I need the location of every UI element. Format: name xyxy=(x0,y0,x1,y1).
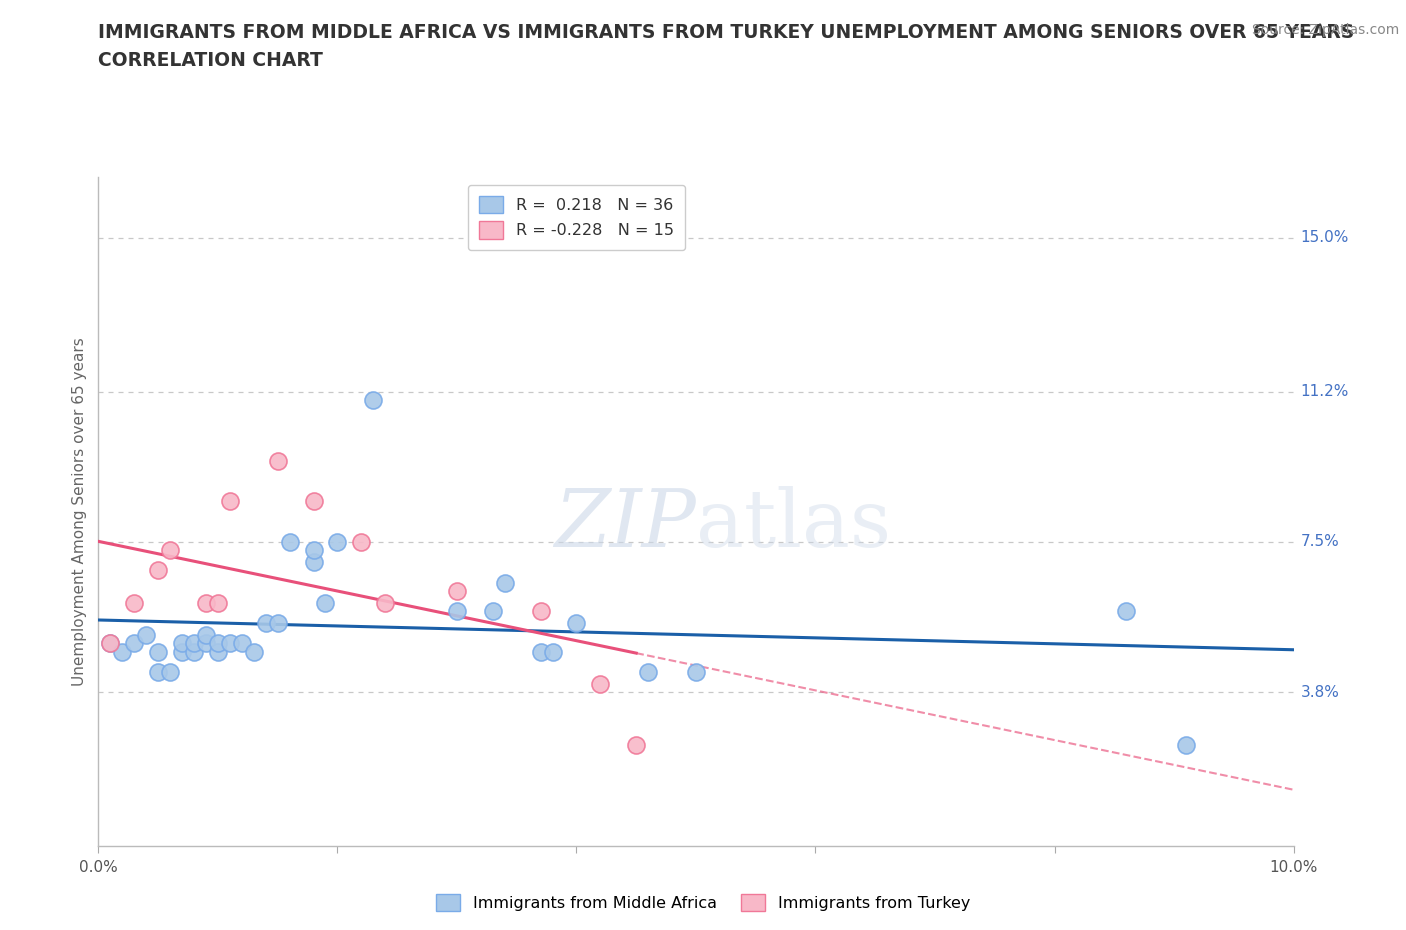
Y-axis label: Unemployment Among Seniors over 65 years: Unemployment Among Seniors over 65 years xyxy=(72,338,87,686)
Point xyxy=(685,664,707,679)
Point xyxy=(494,575,516,590)
Point xyxy=(207,644,229,659)
Point xyxy=(219,494,242,509)
Text: 11.2%: 11.2% xyxy=(1301,384,1348,399)
Point xyxy=(135,628,157,643)
Point xyxy=(541,644,564,659)
Point xyxy=(194,628,218,643)
Text: Source: ZipAtlas.com: Source: ZipAtlas.com xyxy=(1251,23,1399,37)
Point xyxy=(529,644,551,659)
Point xyxy=(98,636,122,651)
Point xyxy=(254,616,277,631)
Legend: Immigrants from Middle Africa, Immigrants from Turkey: Immigrants from Middle Africa, Immigrant… xyxy=(430,888,976,917)
Legend: R =  0.218   N = 36, R = -0.228   N = 15: R = 0.218 N = 36, R = -0.228 N = 15 xyxy=(468,185,685,250)
Point xyxy=(446,583,468,598)
Point xyxy=(243,644,266,659)
Point xyxy=(207,636,229,651)
Point xyxy=(231,636,253,651)
Point xyxy=(111,644,134,659)
Point xyxy=(267,453,290,468)
Point xyxy=(565,616,588,631)
Point xyxy=(183,644,205,659)
Point xyxy=(302,494,325,509)
Text: IMMIGRANTS FROM MIDDLE AFRICA VS IMMIGRANTS FROM TURKEY UNEMPLOYMENT AMONG SENIO: IMMIGRANTS FROM MIDDLE AFRICA VS IMMIGRA… xyxy=(98,23,1354,42)
Point xyxy=(124,595,146,610)
Point xyxy=(172,636,194,651)
Point xyxy=(148,664,170,679)
Text: 3.8%: 3.8% xyxy=(1301,684,1340,699)
Point xyxy=(194,636,218,651)
Point xyxy=(481,604,505,618)
Point xyxy=(159,664,181,679)
Point xyxy=(446,604,468,618)
Point xyxy=(148,644,170,659)
Point xyxy=(148,563,170,578)
Point xyxy=(207,595,229,610)
Point xyxy=(315,595,337,610)
Text: CORRELATION CHART: CORRELATION CHART xyxy=(98,51,323,70)
Point xyxy=(374,595,396,610)
Point xyxy=(326,535,349,550)
Point xyxy=(363,392,385,407)
Point xyxy=(1175,737,1198,752)
Point xyxy=(172,644,194,659)
Point xyxy=(350,535,373,550)
Point xyxy=(302,555,325,570)
Point xyxy=(624,737,647,752)
Point xyxy=(194,595,218,610)
Point xyxy=(589,676,612,691)
Point xyxy=(98,636,122,651)
Point xyxy=(529,604,551,618)
Text: ZIP: ZIP xyxy=(554,486,696,564)
Point xyxy=(302,542,325,557)
Point xyxy=(124,636,146,651)
Point xyxy=(159,542,181,557)
Point xyxy=(183,636,205,651)
Point xyxy=(219,636,242,651)
Point xyxy=(1115,604,1137,618)
Point xyxy=(267,616,290,631)
Point xyxy=(637,664,659,679)
Point xyxy=(278,535,301,550)
Text: atlas: atlas xyxy=(696,485,891,564)
Text: 15.0%: 15.0% xyxy=(1301,230,1348,246)
Text: 7.5%: 7.5% xyxy=(1301,535,1340,550)
